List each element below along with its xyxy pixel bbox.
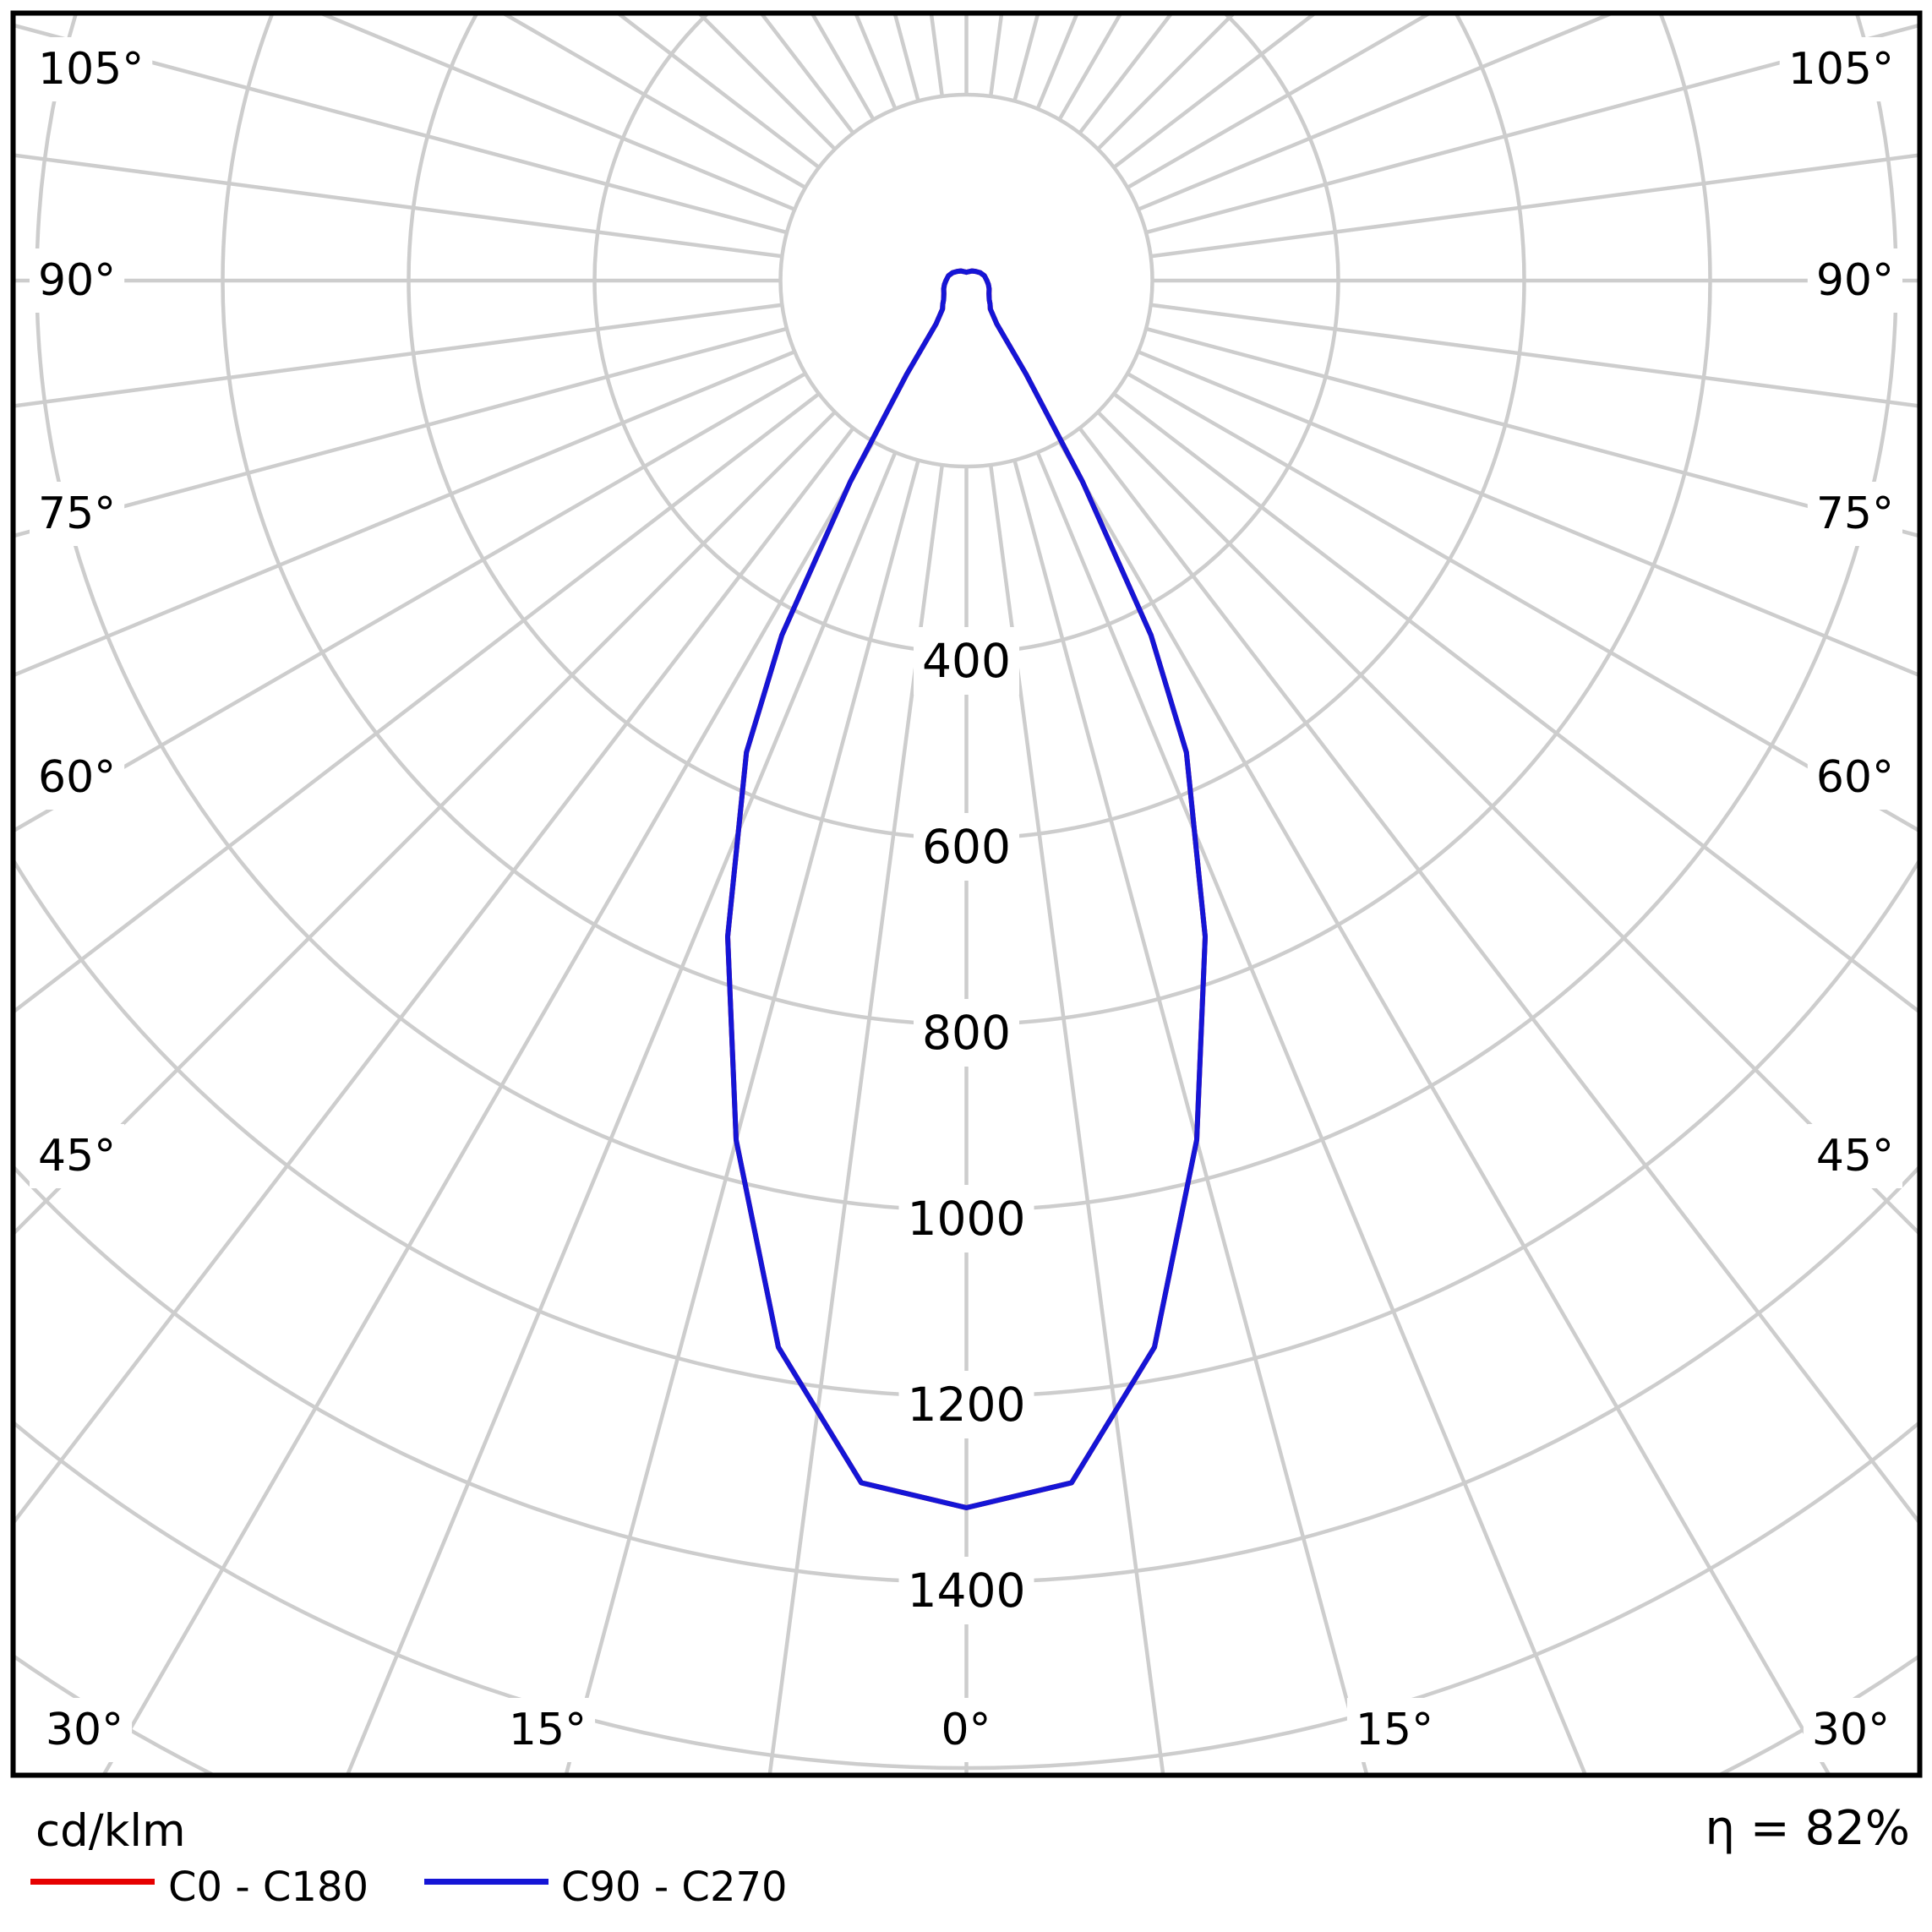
grid-radial: [1096, 410, 1920, 1237]
svg-text:15°: 15°: [509, 1705, 587, 1755]
grid-radial: [13, 427, 855, 1526]
legend-swatch-c90-c270: [424, 1879, 548, 1885]
grid-radial: [988, 464, 1165, 1776]
grid-radial: [13, 326, 788, 538]
angle-label-left-60°: 60°: [30, 745, 125, 810]
ring-label-400: 400: [914, 627, 1019, 695]
unit-label: cd/klm: [35, 1805, 186, 1857]
grid-radial: [1078, 427, 1920, 1526]
svg-text:45°: 45°: [38, 1131, 116, 1182]
svg-text:90°: 90°: [38, 255, 116, 306]
angle-label-left-45°: 45°: [30, 1124, 125, 1188]
efficiency-label: η = 82%: [1705, 1801, 1910, 1856]
grid-radial: [1137, 350, 1920, 678]
grid-radial: [13, 410, 837, 1237]
svg-text:0°: 0°: [941, 1705, 991, 1755]
legend-label-c0-c180: C0 - C180: [168, 1864, 369, 1911]
angle-label-left-75°: 75°: [30, 482, 125, 546]
grid-radial: [13, 153, 783, 259]
svg-text:1000: 1000: [908, 1192, 1026, 1246]
angle-label-bottom-1: 15°: [499, 1698, 596, 1762]
svg-text:15°: 15°: [1356, 1705, 1433, 1755]
ring-label-800: 800: [914, 999, 1019, 1067]
curve-c90-c270: [725, 268, 1208, 1510]
grid-radial: [1137, 13, 1618, 211]
angle-label-right-45°: 45°: [1807, 1124, 1902, 1188]
grid-radial: [767, 464, 945, 1776]
grid-radial: [499, 13, 807, 189]
labels: 400 600 800 1000 1200 1400 105° 105° 90° 90° 75° 75…: [30, 37, 1902, 1762]
angle-label-bottom-4: 30°: [1803, 1698, 1899, 1762]
svg-text:75°: 75°: [38, 488, 116, 539]
grid-radial: [1012, 459, 1369, 1776]
grid-radial: [315, 13, 796, 211]
ring-label-600: 600: [914, 813, 1019, 881]
angle-label-right-75°: 75°: [1807, 482, 1902, 546]
legend-label-c90-c270: C90 - C270: [561, 1864, 788, 1911]
ring-label-1000: 1000: [898, 1185, 1034, 1253]
angle-label-right-90°: 90°: [1807, 248, 1902, 313]
grid-radial: [1150, 303, 1920, 408]
grid-radial: [13, 23, 788, 235]
angle-label-right-60°: 60°: [1807, 745, 1902, 810]
svg-text:60°: 60°: [38, 752, 116, 803]
grid-radial: [13, 392, 821, 1015]
svg-text:45°: 45°: [1816, 1131, 1894, 1182]
svg-text:75°: 75°: [1816, 488, 1894, 539]
plot-border: [10, 10, 1923, 1778]
svg-text:105°: 105°: [38, 44, 144, 95]
svg-text:30°: 30°: [1812, 1705, 1890, 1755]
svg-text:30°: 30°: [46, 1705, 123, 1755]
grid-radial: [345, 451, 898, 1776]
grid-radial: [1145, 326, 1920, 538]
grid-radial: [1126, 372, 1920, 833]
grid-radial: [13, 372, 807, 833]
ring-label-1200: 1200: [898, 1371, 1034, 1438]
grid-radial: [101, 440, 876, 1776]
angle-label-bottom-2: 0°: [932, 1698, 1000, 1762]
angle-label-left-105°: 105°: [30, 37, 153, 101]
grid-radial: [13, 303, 783, 408]
svg-text:90°: 90°: [1816, 255, 1894, 306]
curves: [725, 268, 1208, 1510]
ring-label-1400: 1400: [898, 1557, 1034, 1624]
angle-label-left-90°: 90°: [30, 248, 125, 313]
svg-text:800: 800: [922, 1006, 1011, 1060]
grid-radial: [13, 350, 796, 678]
svg-text:1200: 1200: [908, 1378, 1026, 1432]
angle-label-bottom-3: 15°: [1346, 1698, 1443, 1762]
grid-radial: [1126, 13, 1434, 189]
svg-text:60°: 60°: [1816, 752, 1894, 803]
grid-radial: [1150, 153, 1920, 259]
grid-radial: [1057, 440, 1832, 1776]
angle-label-bottom-0: 30°: [36, 1698, 133, 1762]
svg-text:1400: 1400: [908, 1564, 1026, 1618]
grid-radial: [1112, 392, 1920, 1015]
grid-radial: [564, 459, 920, 1776]
svg-text:105°: 105°: [1788, 44, 1894, 95]
svg-text:400: 400: [922, 634, 1011, 688]
svg-text:600: 600: [922, 820, 1011, 874]
grid-radial: [1035, 451, 1588, 1776]
grid-radial: [1145, 23, 1920, 235]
legend-swatch-c0-c180: [30, 1879, 155, 1885]
angle-label-right-105°: 105°: [1779, 37, 1902, 101]
